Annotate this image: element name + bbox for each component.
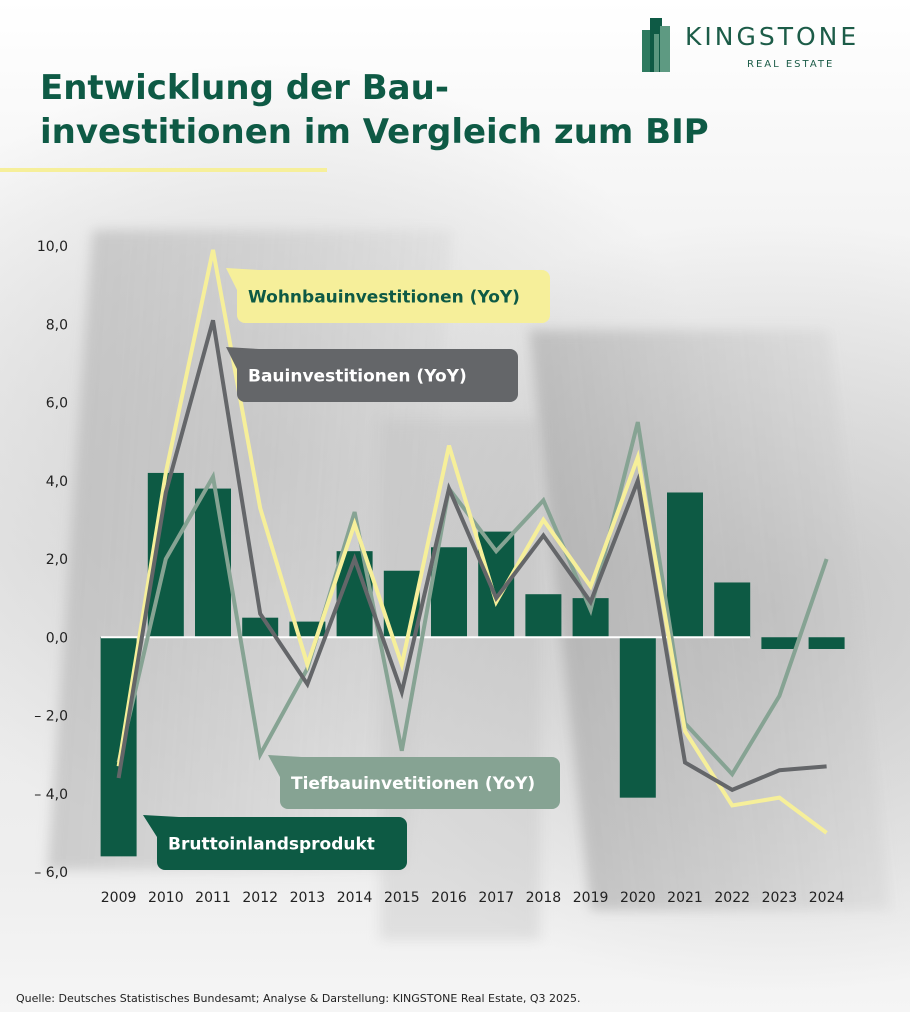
x-tick-label: 2023	[762, 890, 798, 906]
x-tick-label: 2018	[526, 890, 562, 906]
bar-bip-2023	[761, 637, 798, 649]
callout-tiefbau: Tiefbauinvetitionen (YoY)	[268, 755, 560, 809]
building-logo-icon	[642, 18, 670, 72]
title-line-2: investitionen im Vergleich zum BIP	[40, 112, 709, 152]
bar-bip-2024	[808, 637, 845, 649]
callout-wohnbau: Wohnbauinvestitionen (YoY)	[226, 268, 550, 323]
bar-bip-2020	[619, 637, 656, 798]
kingstone-logo: KINGSTONE REAL ESTATE	[640, 18, 900, 78]
line-bau	[116, 319, 827, 793]
y-tick-label: 10,0	[37, 239, 68, 255]
callouts: Wohnbauinvestitionen (YoY) Bauinvestition…	[143, 268, 560, 870]
bar-bip-2009	[100, 637, 137, 857]
x-tick-label: 2010	[148, 890, 184, 906]
x-tick-label: 2016	[431, 890, 467, 906]
callout-box	[237, 270, 550, 323]
bar-bip-2022	[714, 582, 751, 638]
x-tick-label: 2022	[714, 890, 750, 906]
logo-wordmark: KINGSTONE	[685, 22, 860, 51]
page-title: Entwicklung der Bau- investitionen im Ve…	[40, 66, 709, 154]
y-tick-label: – 2,0	[34, 709, 68, 725]
logo-subline: REAL ESTATE	[747, 59, 835, 70]
y-tick-label: 8,0	[46, 317, 68, 333]
x-axis: 2009 2010 2011 2012 2013 2014 2015 2016 2017 2018…	[101, 890, 845, 906]
title-underline	[0, 168, 327, 172]
x-tick-label: 2011	[195, 890, 231, 906]
y-tick-label: – 4,0	[34, 787, 68, 803]
legend-label-bip: Bruttoinlandsprodukt	[168, 835, 375, 855]
callout-bau: Bauinvestitionen (YoY)	[226, 347, 518, 402]
callout-bip: Bruttoinlandsprodukt	[143, 815, 407, 870]
y-tick-label: – 6,0	[34, 865, 68, 881]
callout-box	[280, 757, 560, 809]
x-tick-label: 2014	[337, 890, 373, 906]
legend-label-bau: Bauinvestitionen (YoY)	[248, 367, 467, 387]
x-tick-label: 2009	[101, 890, 137, 906]
x-tick-label: 2019	[573, 890, 609, 906]
source-note: Quelle: Deutsches Statistisches Bundesam…	[16, 992, 581, 1005]
line-wohnbau	[116, 249, 828, 835]
line-series-group	[116, 249, 829, 835]
x-tick-label: 2013	[290, 890, 326, 906]
bar-bip-2012	[242, 617, 279, 638]
y-tick-label: 0,0	[46, 630, 68, 646]
legend-label-tiefbau: Tiefbauinvetitionen (YoY)	[291, 774, 535, 794]
bar-bip-2021	[667, 492, 703, 638]
x-tick-label: 2020	[620, 890, 656, 906]
callout-box	[157, 817, 407, 870]
y-tick-label: 4,0	[46, 474, 68, 490]
title-line-1: Entwicklung der Bau-	[40, 68, 449, 108]
x-tick-label: 2024	[809, 890, 845, 906]
callout-box	[237, 349, 518, 402]
bar-bip-2018	[525, 594, 562, 638]
bar-bip-2011	[195, 488, 231, 638]
x-tick-label: 2015	[384, 890, 420, 906]
x-tick-label: 2017	[478, 890, 514, 906]
y-axis: 10,0 8,0 6,0 4,0 2,0 0,0 – 2,0 – 4,0 – 6,0	[34, 239, 68, 881]
y-tick-label: 6,0	[46, 396, 68, 412]
x-tick-label: 2021	[667, 890, 703, 906]
x-tick-label: 2012	[242, 890, 278, 906]
legend-label-wohnbau: Wohnbauinvestitionen (YoY)	[248, 288, 520, 308]
y-tick-label: 2,0	[46, 552, 68, 568]
